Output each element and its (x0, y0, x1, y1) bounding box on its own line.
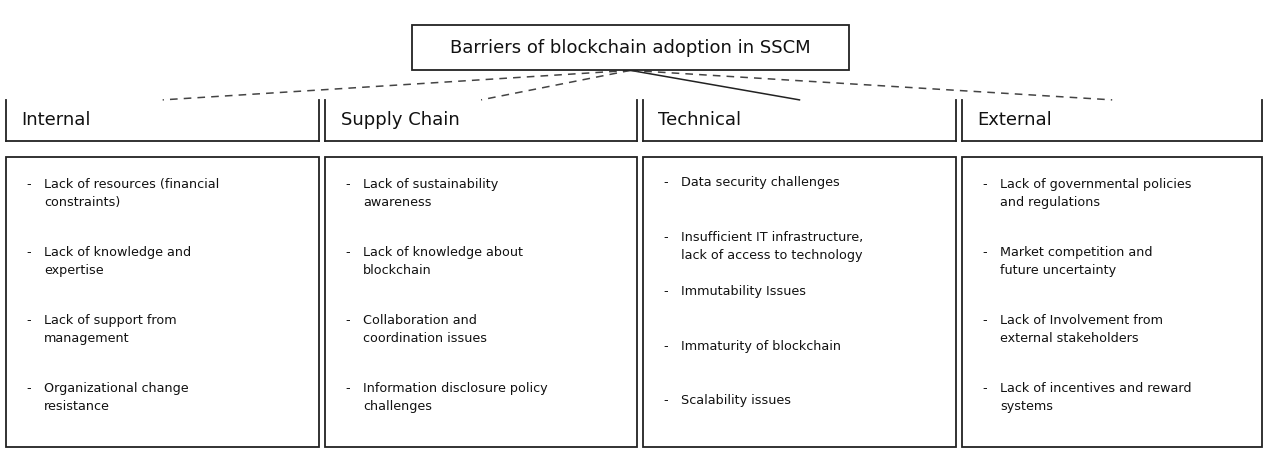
FancyBboxPatch shape (325, 157, 637, 447)
Text: Immutability Issues: Immutability Issues (681, 285, 806, 298)
FancyBboxPatch shape (962, 157, 1262, 447)
Text: -: - (27, 382, 32, 395)
Text: -: - (346, 314, 351, 327)
Text: Lack of Involvement from
external stakeholders: Lack of Involvement from external stakeh… (1000, 314, 1163, 345)
Text: Market competition and
future uncertainty: Market competition and future uncertaint… (1000, 246, 1152, 277)
Text: Immaturity of blockchain: Immaturity of blockchain (681, 340, 841, 353)
Text: -: - (346, 246, 351, 259)
Text: Technical: Technical (658, 111, 742, 129)
Text: Supply Chain: Supply Chain (341, 111, 460, 129)
Text: -: - (346, 178, 351, 191)
Text: Lack of governmental policies
and regulations: Lack of governmental policies and regula… (1000, 178, 1191, 209)
Text: -: - (346, 382, 351, 395)
Text: -: - (27, 246, 32, 259)
Text: -: - (982, 382, 987, 395)
Text: -: - (663, 285, 668, 298)
Text: External: External (977, 111, 1052, 129)
Text: Data security challenges: Data security challenges (681, 176, 839, 189)
Text: -: - (27, 314, 32, 327)
Text: Collaboration and
coordination issues: Collaboration and coordination issues (363, 314, 487, 345)
Text: Lack of support from
management: Lack of support from management (44, 314, 177, 345)
Text: Lack of incentives and reward
systems: Lack of incentives and reward systems (1000, 382, 1191, 414)
Text: Lack of resources (financial
constraints): Lack of resources (financial constraints… (44, 178, 219, 209)
Text: Lack of sustainability
awareness: Lack of sustainability awareness (363, 178, 499, 209)
FancyBboxPatch shape (643, 157, 956, 447)
Text: Information disclosure policy
challenges: Information disclosure policy challenges (363, 382, 548, 414)
FancyBboxPatch shape (6, 157, 319, 447)
Text: Organizational change
resistance: Organizational change resistance (44, 382, 189, 414)
Text: -: - (663, 176, 668, 189)
Text: Insufficient IT infrastructure,
lack of access to technology: Insufficient IT infrastructure, lack of … (681, 231, 863, 262)
FancyBboxPatch shape (413, 25, 848, 70)
Text: Lack of knowledge and
expertise: Lack of knowledge and expertise (44, 246, 191, 277)
Text: -: - (663, 394, 668, 407)
Text: -: - (982, 314, 987, 327)
Text: Scalability issues: Scalability issues (681, 394, 791, 407)
Text: Barriers of blockchain adoption in SSCM: Barriers of blockchain adoption in SSCM (451, 39, 810, 57)
Text: -: - (982, 246, 987, 259)
Text: Internal: Internal (22, 111, 91, 129)
Text: Lack of knowledge about
blockchain: Lack of knowledge about blockchain (363, 246, 523, 277)
Text: -: - (663, 231, 668, 244)
Text: -: - (27, 178, 32, 191)
Text: -: - (982, 178, 987, 191)
Text: -: - (663, 340, 668, 353)
